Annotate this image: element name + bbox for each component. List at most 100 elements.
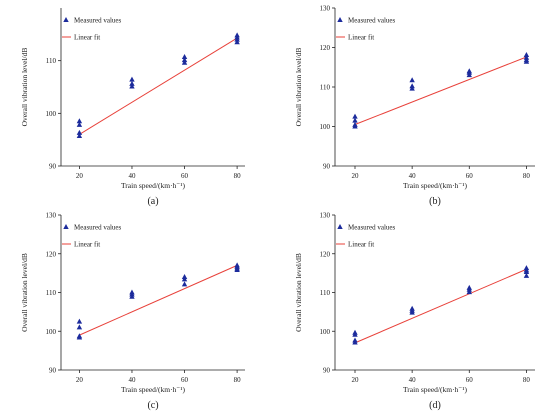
x-tick-label: 60 (466, 172, 474, 180)
data-point (234, 39, 240, 45)
data-point (76, 129, 83, 135)
x-tick-label: 80 (234, 172, 242, 180)
x-tick-label: 80 (523, 172, 531, 180)
y-axis-title: Overall vibration level/dB (20, 253, 29, 332)
y-tick-label: 130 (320, 212, 331, 220)
x-tick-label: 20 (352, 172, 360, 180)
y-axis-title: Overall vibration level/dB (294, 253, 303, 332)
data-point (523, 52, 530, 58)
data-point (181, 57, 188, 63)
linear-fit-line (354, 268, 527, 344)
x-tick-label: 40 (128, 376, 136, 384)
y-tick-label: 120 (320, 250, 331, 258)
legend-marker-measured (63, 224, 69, 229)
x-tick-label: 40 (128, 172, 136, 180)
chart-panel-2: 90 100 110 120 130 20 40 60 80 Train speed/(km·h⁻… (294, 5, 535, 207)
data-point (352, 123, 358, 129)
data-point (523, 268, 530, 274)
panel-label: (a) (147, 196, 158, 207)
data-point (352, 331, 358, 337)
y-axis-title: Overall vibration level/dB (294, 48, 303, 127)
y-tick-label: 90 (49, 163, 57, 171)
legend-label-fit: Linear fit (74, 241, 100, 249)
data-point (523, 272, 530, 278)
legend-marker-measured (337, 17, 343, 22)
x-tick-label: 60 (466, 376, 474, 384)
data-point (466, 72, 472, 78)
data-point (181, 53, 188, 59)
data-point (76, 324, 83, 330)
data-point (76, 318, 83, 324)
y-tick-label: 110 (46, 57, 57, 65)
legend-label-measured: Measured values (74, 17, 122, 25)
panel-label: (d) (429, 400, 441, 411)
data-point (234, 36, 240, 42)
legend-label-measured: Measured values (348, 224, 396, 232)
data-point (129, 80, 135, 86)
chart-panel-1: 90 100 110 20 40 60 80 Train speed/(km·h⁻¹) Over… (20, 8, 245, 207)
data-point (76, 132, 83, 138)
x-tick-label: 20 (76, 376, 84, 384)
data-point (523, 58, 530, 64)
data-point (352, 339, 358, 345)
x-axis-title: Train speed/(km·h⁻¹) (403, 385, 468, 394)
legend-marker-measured (63, 17, 69, 22)
x-tick-label: 20 (76, 172, 84, 180)
x-tick-label: 20 (352, 376, 360, 384)
data-point (181, 59, 188, 65)
data-point (409, 309, 415, 315)
data-point (76, 121, 83, 127)
y-tick-label: 90 (49, 367, 57, 375)
chart-panel-4: 90 100 110 120 130 20 40 60 80 Train speed/(km·h⁻… (294, 212, 535, 411)
data-point (129, 76, 135, 82)
data-point (409, 85, 415, 91)
legend-marker-measured (337, 224, 343, 229)
y-tick-label: 120 (46, 250, 57, 258)
data-point (352, 117, 358, 123)
x-axis-title: Train speed/(km·h⁻¹) (121, 181, 186, 190)
y-tick-label: 130 (46, 212, 57, 220)
x-tick-label: 80 (234, 376, 242, 384)
y-tick-label: 90 (323, 163, 331, 171)
x-tick-label: 60 (181, 376, 189, 384)
data-point (466, 289, 472, 295)
legend-label-fit: Linear fit (348, 34, 374, 42)
data-point (129, 293, 135, 299)
x-axis-title: Train speed/(km·h⁻¹) (403, 181, 468, 190)
data-point (129, 83, 135, 89)
linear-fit-line (79, 37, 238, 135)
chart-panel-3: 90 100 110 120 130 20 40 60 80 Train speed/(km·h⁻… (20, 212, 245, 411)
x-tick-label: 80 (523, 376, 531, 384)
panel-label: (c) (147, 400, 158, 411)
data-point (76, 118, 83, 124)
panel-label: (b) (429, 196, 441, 207)
x-tick-label: 40 (409, 172, 417, 180)
legend-label-fit: Linear fit (348, 241, 374, 249)
y-tick-label: 110 (46, 289, 57, 297)
y-tick-label: 110 (320, 84, 331, 92)
x-axis-title: Train speed/(km·h⁻¹) (121, 385, 186, 394)
x-tick-label: 60 (181, 172, 189, 180)
y-tick-label: 130 (320, 5, 331, 13)
y-tick-label: 120 (320, 44, 331, 52)
y-tick-label: 100 (320, 123, 331, 131)
legend-label-measured: Measured values (348, 17, 396, 25)
linear-fit-line (79, 264, 238, 336)
y-tick-label: 100 (320, 328, 331, 336)
data-point (352, 113, 358, 119)
y-tick-label: 100 (46, 110, 57, 118)
y-axis-title: Overall vibration level/dB (20, 48, 29, 127)
data-point (76, 334, 83, 340)
data-point (234, 267, 240, 273)
legend-label-measured: Measured values (74, 224, 122, 232)
y-tick-label: 90 (323, 367, 331, 375)
x-tick-label: 40 (409, 376, 417, 384)
y-tick-label: 110 (320, 289, 331, 297)
y-tick-label: 100 (46, 328, 57, 336)
data-point (181, 276, 188, 282)
linear-fit-line (354, 56, 527, 125)
data-point (409, 77, 415, 83)
legend-label-fit: Linear fit (74, 34, 100, 42)
data-point (181, 281, 188, 287)
